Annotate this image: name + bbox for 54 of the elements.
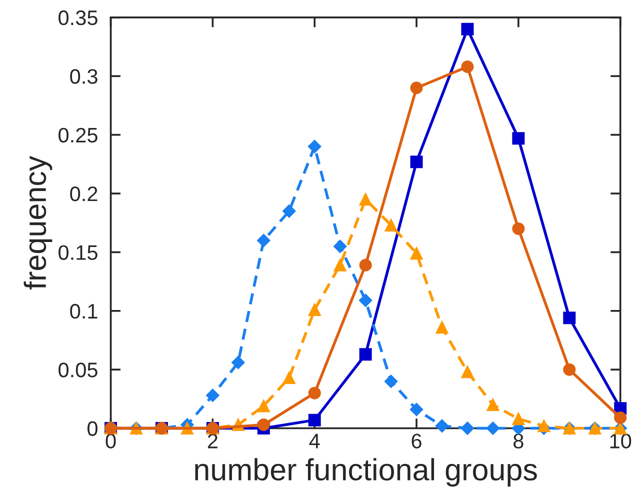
y-tick-label: 0.25	[58, 128, 98, 143]
y-tick-label: 0.3	[70, 69, 98, 84]
point	[563, 312, 576, 324]
x-tick-label: 10	[610, 434, 632, 448]
point	[486, 398, 500, 412]
point	[359, 193, 372, 206]
point	[435, 419, 449, 433]
y-tick-label: 0.1	[70, 304, 98, 319]
point	[460, 422, 474, 435]
point	[461, 366, 474, 378]
point	[486, 422, 500, 435]
x-axis-title: number functional groups	[195, 458, 537, 487]
point	[308, 140, 322, 154]
x-tick-label: 2	[208, 434, 218, 448]
x-tick-label: 0	[106, 434, 116, 448]
point	[257, 234, 270, 248]
x-tick-label: 8	[514, 434, 524, 448]
point	[512, 132, 525, 145]
point	[359, 348, 372, 361]
point	[232, 356, 245, 370]
point	[308, 414, 321, 426]
point	[308, 303, 321, 316]
point	[282, 372, 296, 384]
point	[257, 418, 270, 432]
point	[512, 412, 525, 426]
point	[461, 22, 474, 36]
point	[206, 388, 220, 402]
y-tick-label: 0.2	[70, 186, 98, 202]
point	[308, 386, 321, 400]
y-tick-label: 0.35	[58, 10, 98, 26]
x-tick-label: 4	[309, 434, 320, 448]
point	[257, 400, 270, 412]
point	[358, 294, 372, 307]
point	[384, 374, 398, 388]
point	[563, 363, 576, 376]
point	[461, 60, 474, 73]
point	[538, 420, 550, 432]
point	[512, 222, 525, 235]
point	[359, 258, 372, 272]
point	[384, 218, 398, 232]
point	[410, 82, 423, 94]
y-tick-label: 0.05	[58, 362, 98, 378]
point	[333, 240, 347, 253]
point	[410, 402, 424, 416]
y-tick-label: 0.15	[58, 245, 98, 260]
y-tick-label: 0	[88, 421, 98, 436]
x-tick-label: 6	[412, 434, 422, 448]
point	[410, 247, 423, 260]
point	[614, 411, 627, 424]
point	[436, 321, 448, 334]
point	[334, 258, 346, 272]
point	[282, 204, 296, 218]
y-axis-title: frequency	[24, 156, 52, 290]
point	[410, 156, 423, 168]
